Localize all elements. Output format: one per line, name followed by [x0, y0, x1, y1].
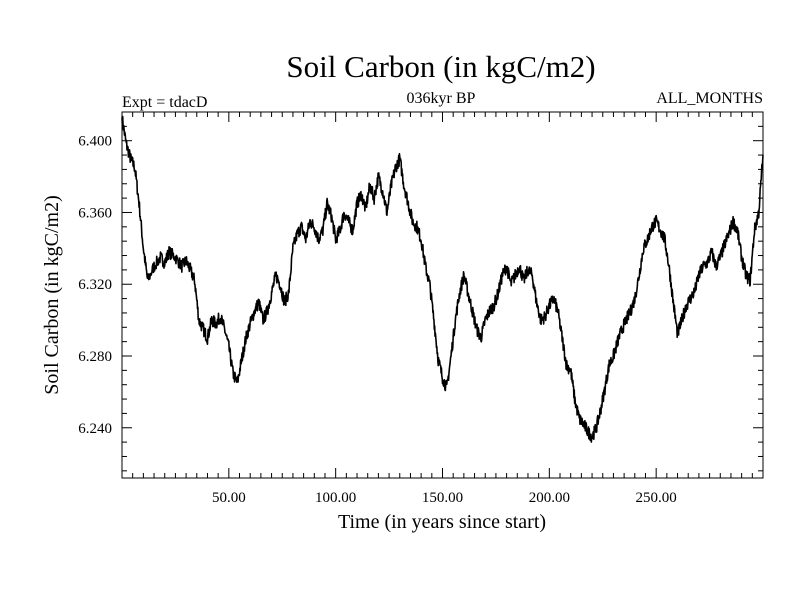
y-tick-label: 6.280	[78, 349, 112, 365]
months-label: ALL_MONTHS	[656, 90, 763, 107]
y-tick-label: 6.360	[78, 205, 112, 221]
x-tick-label: 250.00	[636, 490, 677, 506]
soil-carbon-series-line	[121, 115, 764, 443]
y-axis-label: Soil Carbon (in kgC/m2)	[41, 195, 63, 394]
x-tick-label: 200.00	[529, 490, 570, 506]
y-tick-label: 6.240	[78, 421, 112, 437]
x-tick-label: 50.00	[212, 490, 246, 506]
plot-frame	[121, 111, 764, 479]
y-tick-label: 6.320	[78, 277, 112, 293]
axis-tick-labels: 50.00 100.00 150.00 200.00 250.00 6.240 6.280 6…	[78, 134, 677, 506]
axis-ticks	[122, 111, 763, 478]
x-axis-label: Time (in years since start)	[338, 511, 546, 533]
y-tick-label: 6.400	[78, 134, 112, 150]
x-tick-label: 100.00	[315, 490, 356, 506]
experiment-label: Expt = tdacD	[122, 94, 207, 111]
period-label: 036kyr BP	[407, 90, 476, 107]
x-tick-label: 150.00	[422, 490, 463, 506]
chart-title: Soil Carbon (in kgC/m2)	[286, 49, 595, 84]
